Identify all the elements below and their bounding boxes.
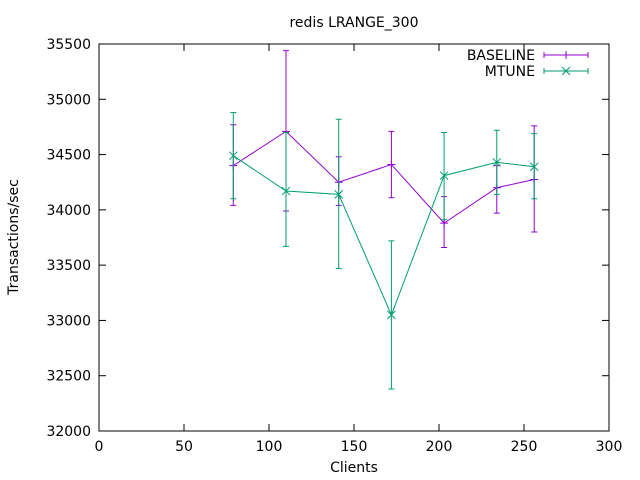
data-point <box>228 151 238 161</box>
y-tick-label: 33000 <box>46 313 91 329</box>
legend-label: BASELINE <box>467 48 535 64</box>
data-point <box>387 160 396 169</box>
data-point <box>387 310 396 320</box>
error-bar <box>283 131 289 247</box>
x-tick-label: 200 <box>426 439 453 455</box>
x-tick-label: 100 <box>256 439 283 455</box>
x-axis: 0 50 100 150 200 250 300 <box>95 44 623 455</box>
chart-title: redis LRANGE_300 <box>289 15 418 31</box>
series-line <box>233 130 535 224</box>
series-mtune <box>228 112 539 390</box>
legend-marker <box>561 66 571 76</box>
x-tick-label: 250 <box>511 439 538 455</box>
x-axis-label: Clients <box>330 460 378 476</box>
y-tick-label: 35000 <box>46 92 91 108</box>
series-line <box>233 155 535 317</box>
legend-cap <box>543 52 589 58</box>
series-baseline <box>229 50 539 248</box>
data-point <box>281 186 291 196</box>
x-tick-label: 0 <box>95 439 104 455</box>
y-axis-label: Transactions/sec <box>6 179 22 296</box>
data-point <box>439 171 449 180</box>
x-tick-label: 150 <box>341 439 368 455</box>
data-point <box>334 190 344 199</box>
data-point <box>492 157 502 167</box>
legend-label: MTUNE <box>485 64 535 80</box>
y-axis: 32000 32500 33000 33500 34000 34500 35000 35500 <box>46 37 609 440</box>
y-tick-label: 32500 <box>46 369 91 385</box>
series-layer <box>228 50 539 390</box>
y-tick-label: 34500 <box>46 148 91 164</box>
x-tick-label: 300 <box>596 439 623 455</box>
data-point <box>529 162 539 172</box>
y-tick-label: 34000 <box>46 203 91 219</box>
y-tick-label: 32000 <box>46 424 91 440</box>
legend-cap <box>543 68 589 74</box>
y-tick-label: 33500 <box>46 258 91 274</box>
y-tick-label: 35500 <box>46 37 91 53</box>
data-point <box>440 219 449 228</box>
legend-marker <box>562 51 570 59</box>
x-tick-label: 50 <box>175 439 193 455</box>
plot-frame <box>98 43 610 432</box>
